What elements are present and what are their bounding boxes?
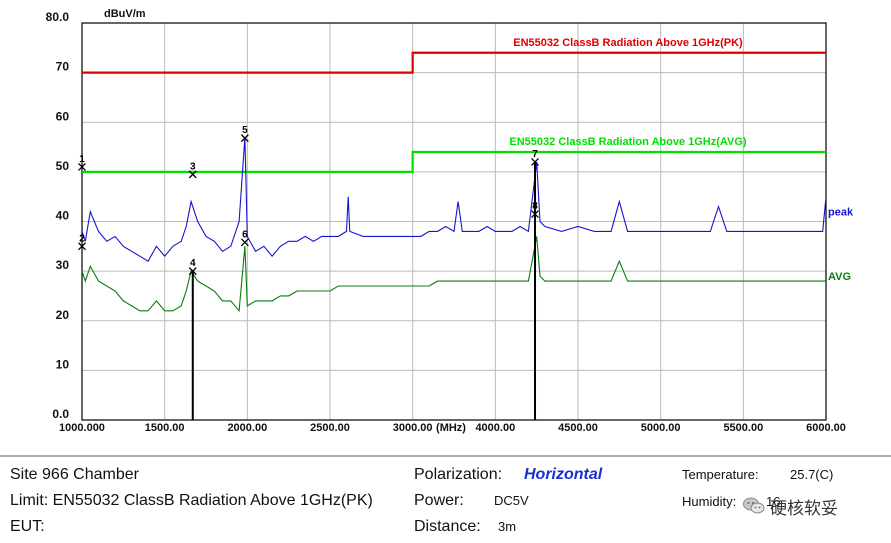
power-label: Power: bbox=[414, 492, 464, 509]
avg-series-line bbox=[81, 236, 826, 313]
x-tick-label: 1000.000 bbox=[59, 422, 105, 434]
marker-cross bbox=[78, 242, 86, 251]
y-tick-label: 0.0 bbox=[52, 407, 69, 421]
marker-cross bbox=[240, 238, 249, 247]
marker-cross bbox=[188, 170, 197, 179]
x-axis-label: (MHz) bbox=[436, 422, 466, 434]
humidity-value: 16 bbox=[766, 494, 781, 509]
eut-label: EUT: bbox=[10, 518, 45, 535]
marker-label: 6 bbox=[242, 229, 248, 240]
x-tick-label: 3000.00 bbox=[393, 422, 433, 434]
x-tick-label: 5000.00 bbox=[641, 422, 681, 434]
x-tick-label: 5500.00 bbox=[723, 422, 763, 434]
pk-limit-line bbox=[82, 51, 826, 74]
x-tick-label: 4000.00 bbox=[475, 422, 515, 434]
pk-limit-label: EN55032 ClassB Radiation Above 1GHz(PK) bbox=[513, 37, 743, 49]
y-tick-label: 60 bbox=[56, 109, 70, 123]
power-value: DC5V bbox=[494, 493, 529, 508]
y-tick-label: 50 bbox=[56, 159, 70, 173]
marker-cross bbox=[78, 162, 86, 171]
marker-cross bbox=[531, 157, 539, 166]
avg-limit-label: EN55032 ClassB Radiation Above 1GHz(AVG) bbox=[509, 136, 747, 148]
distance-value: 3m bbox=[498, 519, 517, 534]
x-tick-label: 2000.00 bbox=[227, 422, 267, 434]
watermark: 硬核软妥 bbox=[742, 490, 882, 520]
distance-label: Distance: bbox=[414, 518, 481, 535]
marker-label: 4 bbox=[190, 258, 196, 269]
plot-frame bbox=[81, 22, 827, 421]
x-tick-label: 2500.00 bbox=[310, 422, 350, 434]
watermark-text: 硬核软妥 bbox=[770, 499, 838, 519]
y-tick-label: 10 bbox=[56, 357, 70, 371]
wechat-icon bbox=[743, 497, 765, 514]
y-tick-label: 70 bbox=[56, 60, 70, 74]
marker-label: 8 bbox=[532, 201, 538, 212]
temperature-value: 25.7(C) bbox=[790, 467, 834, 482]
avg-limit-line bbox=[82, 150, 826, 173]
y-tick-label: 20 bbox=[56, 308, 70, 322]
marker-label: 1 bbox=[79, 154, 85, 165]
polarization-label: Polarization: bbox=[414, 466, 503, 483]
x-tick-label: 6000.00 bbox=[806, 422, 846, 434]
avg-legend-label: AVG bbox=[828, 271, 851, 283]
marker-label: 3 bbox=[190, 161, 196, 172]
x-tick-label: 1500.00 bbox=[145, 422, 185, 434]
temperature-label: Temperature: bbox=[682, 467, 759, 482]
marker-cross bbox=[531, 210, 539, 219]
marker-label: 7 bbox=[532, 149, 538, 160]
y-tick-label: 30 bbox=[56, 258, 70, 272]
marker-cross bbox=[240, 134, 249, 143]
y-axis-label: dBuV/m bbox=[104, 8, 146, 20]
humidity-label: Humidity: bbox=[682, 494, 737, 509]
marker-label: 2 bbox=[79, 233, 85, 244]
y-tick-label: 80.0 bbox=[46, 10, 70, 24]
marker-label: 5 bbox=[242, 125, 248, 136]
x-tick-label: 4500.00 bbox=[558, 422, 598, 434]
polarization-value: Horizontal bbox=[524, 466, 603, 483]
site-label: Site 966 Chamber bbox=[10, 466, 139, 483]
marker-cross bbox=[188, 267, 197, 276]
peak-series-line bbox=[81, 137, 827, 262]
limit-label: Limit: EN55032 ClassB Radiation Above 1G… bbox=[10, 492, 373, 509]
y-tick-label: 40 bbox=[56, 209, 70, 223]
peak-legend-label: peak bbox=[828, 207, 854, 219]
